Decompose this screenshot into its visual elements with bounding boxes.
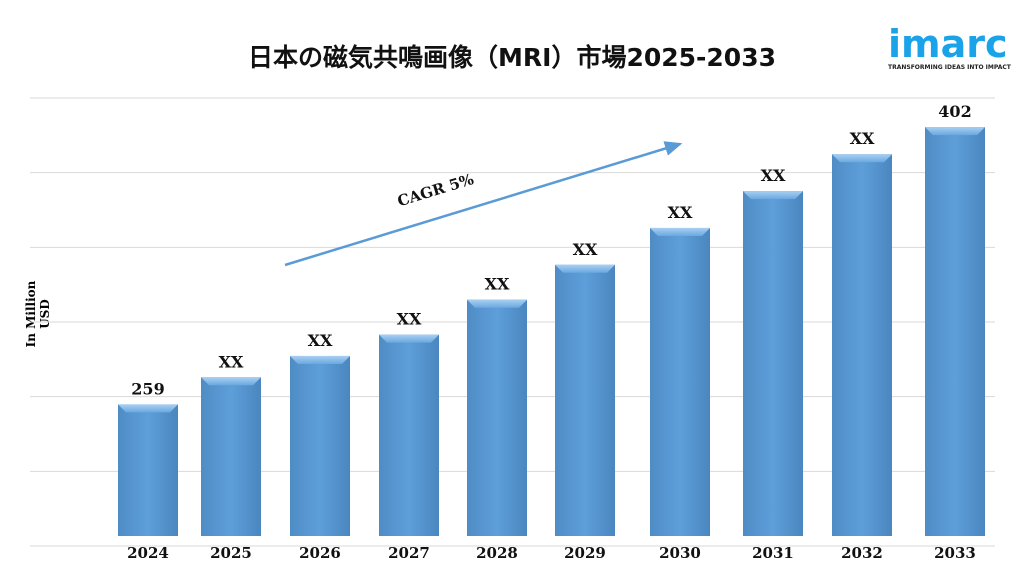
bar-bevel bbox=[201, 377, 261, 386]
bar-2029 bbox=[555, 264, 615, 536]
bar-bevel bbox=[290, 355, 350, 364]
data-label: XX bbox=[219, 352, 244, 371]
bar-2024 bbox=[118, 404, 178, 536]
x-tick-label: 2031 bbox=[752, 544, 794, 562]
data-label: XX bbox=[668, 203, 693, 222]
data-label: XX bbox=[397, 310, 422, 329]
x-tick-label: 2029 bbox=[564, 544, 606, 562]
bar-bevel bbox=[925, 127, 985, 136]
chart-title: 日本の磁気共鳴画像（MRI）市場2025-2033 bbox=[248, 43, 776, 72]
x-tick-label: 2027 bbox=[388, 544, 430, 562]
bar-bevel bbox=[555, 264, 615, 273]
data-label: XX bbox=[308, 331, 333, 350]
bar-bevel bbox=[650, 227, 710, 236]
bar-2026 bbox=[290, 355, 350, 536]
data-label: 259 bbox=[131, 379, 164, 398]
bar-bevel bbox=[118, 404, 178, 413]
imarc-logo: imarc TRANSFORMING IDEAS INTO IMPACT bbox=[888, 24, 1018, 71]
x-tick-label: 2025 bbox=[210, 544, 252, 562]
cagr-arrow bbox=[284, 141, 683, 267]
bar-2030 bbox=[650, 227, 710, 536]
bar-2031 bbox=[743, 191, 803, 536]
bar-bevel bbox=[467, 299, 527, 308]
bar-2033 bbox=[925, 127, 985, 536]
x-tick-label: 2030 bbox=[659, 544, 701, 562]
x-tick-label: 2032 bbox=[841, 544, 883, 562]
data-label: XX bbox=[850, 129, 875, 148]
bar-2032 bbox=[832, 154, 892, 536]
data-label: XX bbox=[573, 240, 598, 259]
data-label: XX bbox=[761, 166, 786, 185]
data-label: XX bbox=[485, 275, 510, 294]
bar-2025 bbox=[201, 377, 261, 536]
bar-bevel bbox=[832, 154, 892, 163]
x-tick-label: 2033 bbox=[934, 544, 976, 562]
bar-2028 bbox=[467, 299, 527, 536]
x-tick-label: 2024 bbox=[127, 544, 169, 562]
bar-bevel bbox=[743, 191, 803, 200]
x-tick-label: 2026 bbox=[299, 544, 341, 562]
logo-tagline: TRANSFORMING IDEAS INTO IMPACT bbox=[888, 64, 1011, 71]
bar-2027 bbox=[379, 334, 439, 536]
x-tick-label: 2028 bbox=[476, 544, 518, 562]
cagr-label: CAGR 5% bbox=[395, 170, 476, 210]
bar-bevel bbox=[379, 334, 439, 343]
data-label: 402 bbox=[938, 102, 971, 121]
logo-word: imarc bbox=[888, 22, 1008, 66]
